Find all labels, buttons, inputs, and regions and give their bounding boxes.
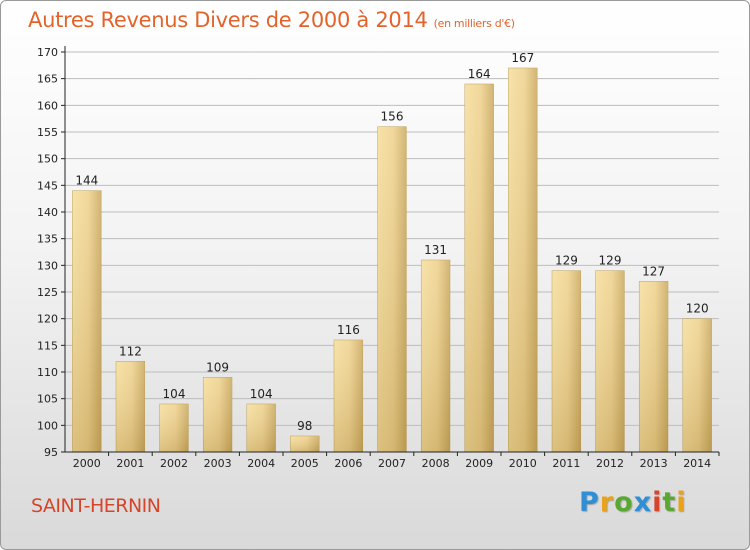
logo-letter: i — [676, 487, 687, 518]
x-tick-label: 2005 — [291, 457, 319, 470]
x-tick-label: 2000 — [73, 457, 101, 470]
x-tick-label: 2014 — [683, 457, 711, 470]
bar-value-label: 104 — [250, 387, 273, 401]
y-tick-labels: 95 100 105 110 115 120 125 130 135 140 145 150 155 16… — [37, 46, 58, 459]
y-tick-label: 160 — [37, 99, 58, 112]
logo-letter: i — [652, 487, 663, 518]
x-tick-label: 2004 — [247, 457, 275, 470]
bar-value-label: 98 — [297, 419, 312, 433]
bar-shade — [508, 68, 538, 452]
bar-value-label: 144 — [75, 174, 98, 188]
logo-letter: t — [662, 487, 677, 518]
y-tick-label: 125 — [37, 286, 58, 299]
axes — [64, 46, 719, 453]
y-tick-label: 120 — [37, 313, 58, 326]
y-tick-label: 140 — [37, 206, 58, 219]
y-tick-label: 115 — [37, 339, 58, 352]
bar-shade — [377, 126, 407, 453]
bar-value-label: 131 — [424, 243, 447, 257]
x-tick-labels: 2000 2001 2002 2003 2004 2005 2006 2007 2008 2009… — [73, 452, 720, 470]
x-tick-label: 2009 — [465, 457, 493, 470]
x-tick-label: 2002 — [160, 457, 188, 470]
bar-value-label: 109 — [206, 360, 229, 374]
bar-shade — [421, 260, 450, 452]
bar-value-label: 129 — [599, 254, 622, 268]
bar-value-label: 156 — [381, 110, 404, 124]
bar-value-label: 104 — [163, 387, 186, 401]
bar-value-label: 164 — [468, 67, 491, 81]
bar-shade — [595, 270, 625, 452]
bar-shade — [159, 404, 189, 452]
x-tick-label: 2006 — [334, 457, 362, 470]
chart-title: Autres Revenus Divers de 2000 à 2014 (en … — [28, 8, 515, 32]
bar-shade — [639, 281, 668, 452]
bar-shade — [72, 190, 102, 452]
x-tick-label: 2011 — [552, 457, 580, 470]
bar-shade — [203, 377, 232, 452]
x-tick-label: 2013 — [640, 457, 668, 470]
bar-shade — [464, 84, 494, 452]
bar-value-label: 129 — [555, 254, 578, 268]
y-tick-label: 100 — [37, 419, 58, 432]
y-tick-label: 95 — [44, 446, 58, 459]
x-tick-label: 2010 — [509, 457, 537, 470]
bar-shade — [552, 270, 581, 452]
y-tick-label: 150 — [37, 153, 58, 166]
bar-shade — [334, 340, 363, 452]
chart-title-text: Autres Revenus Divers de 2000 à 2014 — [28, 8, 428, 32]
bar-value-label: 120 — [686, 302, 709, 316]
bar-shade — [246, 404, 276, 452]
x-tick-label: 2003 — [204, 457, 232, 470]
chart-unit: (en milliers d'€) — [433, 17, 515, 30]
y-tick-label: 110 — [37, 366, 58, 379]
logo-letter: o — [614, 487, 634, 518]
y-tick-label: 145 — [37, 179, 58, 192]
y-tick-label: 170 — [37, 46, 58, 59]
bar-shade — [116, 361, 145, 452]
bar-value-label: 167 — [511, 51, 534, 65]
bar-shade — [682, 318, 712, 452]
y-tick-label: 130 — [37, 259, 58, 272]
bar-shade — [290, 436, 320, 452]
bar-value-label: 112 — [119, 344, 142, 358]
y-tick-label: 155 — [37, 126, 58, 139]
logo-letter: x — [633, 487, 653, 518]
y-tick-label: 165 — [37, 73, 58, 86]
bars: 144 112 104 109 104 98 116 156 131 164 167 129 129 12… — [72, 51, 712, 453]
x-tick-label: 2007 — [378, 457, 406, 470]
y-tick-label: 135 — [37, 233, 58, 246]
proxiti-logo: Proxiti — [579, 487, 687, 518]
bar-value-label: 127 — [642, 264, 665, 278]
y-tick-label: 105 — [37, 393, 58, 406]
x-tick-label: 2001 — [116, 457, 144, 470]
x-tick-label: 2012 — [596, 457, 624, 470]
logo-letter: r — [599, 487, 615, 518]
bar-value-label: 116 — [337, 323, 360, 337]
x-tick-label: 2008 — [422, 457, 450, 470]
logo-letter: P — [579, 487, 600, 518]
location-label: SAINT-HERNIN — [31, 495, 161, 517]
